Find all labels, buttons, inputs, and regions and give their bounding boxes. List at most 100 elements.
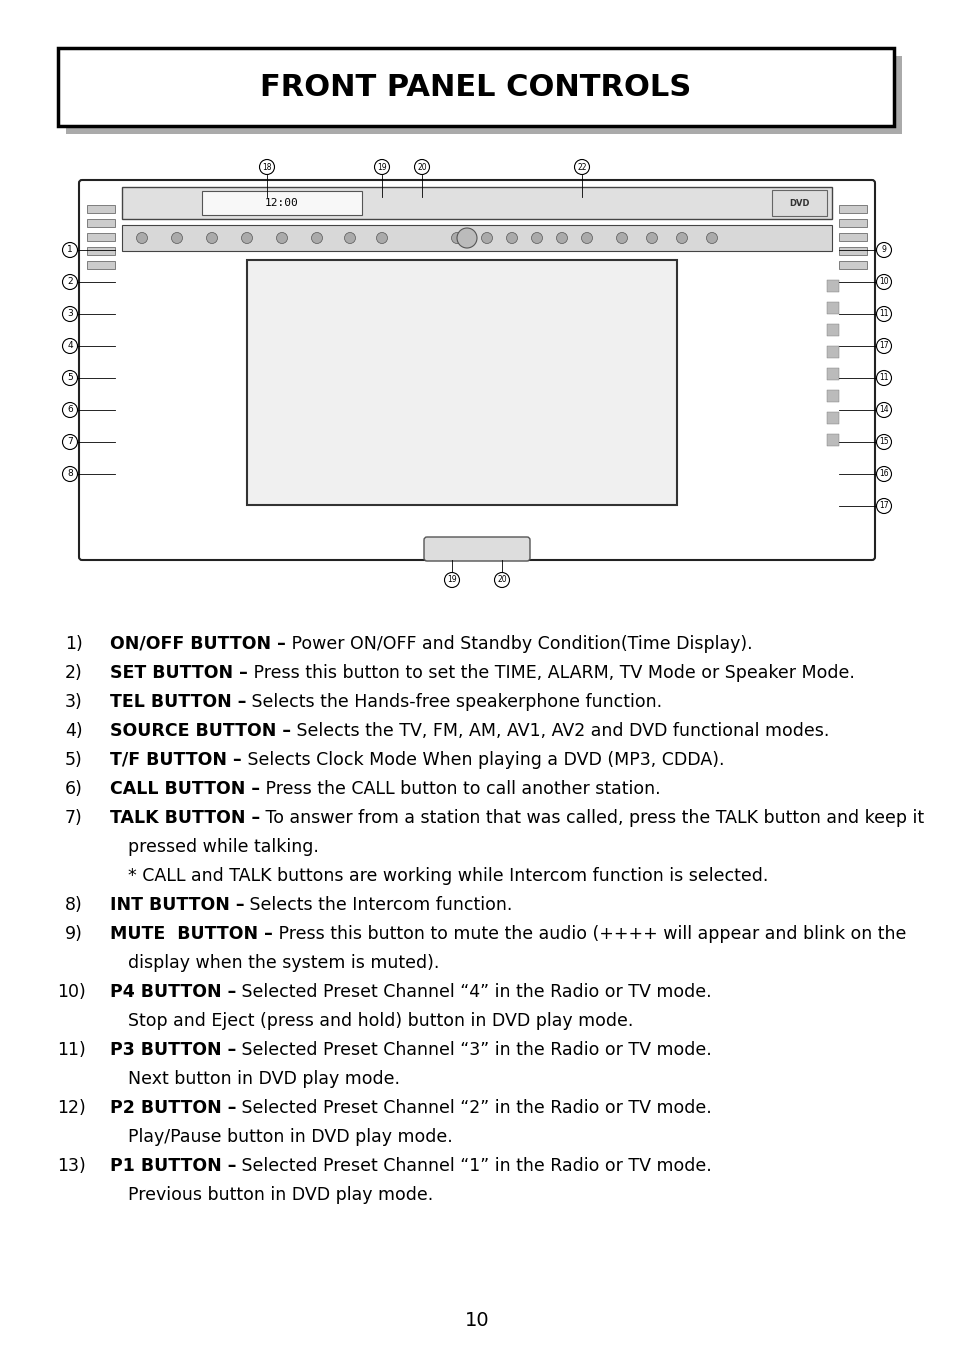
Bar: [826, 324, 838, 337]
Text: 17: 17: [879, 342, 888, 350]
Text: INT BUTTON –: INT BUTTON –: [110, 896, 244, 914]
Text: MUTE  BUTTON –: MUTE BUTTON –: [110, 925, 273, 942]
Text: 19: 19: [447, 576, 456, 584]
Text: Selected Preset Channel “4” in the Radio or TV mode.: Selected Preset Channel “4” in the Radio…: [236, 983, 711, 1000]
Text: 2): 2): [65, 664, 83, 681]
Bar: [58, 49, 893, 126]
Circle shape: [312, 233, 322, 243]
Circle shape: [706, 233, 717, 243]
Circle shape: [456, 228, 476, 247]
Circle shape: [876, 403, 890, 418]
Text: Stop and Eject (press and hold) button in DVD play mode.: Stop and Eject (press and hold) button i…: [128, 1013, 633, 1030]
Bar: [66, 55, 901, 134]
Text: 1: 1: [67, 246, 72, 254]
Circle shape: [574, 160, 589, 174]
Circle shape: [63, 466, 77, 481]
Circle shape: [451, 233, 462, 243]
Text: P3 BUTTON –: P3 BUTTON –: [110, 1041, 236, 1059]
Text: 1): 1): [65, 635, 83, 653]
Circle shape: [581, 233, 592, 243]
Text: Press the CALL button to call another station.: Press the CALL button to call another st…: [260, 780, 659, 798]
Text: SOURCE BUTTON –: SOURCE BUTTON –: [110, 722, 291, 740]
Text: FRONT PANEL CONTROLS: FRONT PANEL CONTROLS: [260, 73, 691, 101]
Bar: [838, 206, 866, 214]
Text: 17: 17: [879, 502, 888, 511]
Text: TALK BUTTON –: TALK BUTTON –: [110, 808, 260, 827]
Circle shape: [63, 274, 77, 289]
Bar: [826, 301, 838, 314]
Circle shape: [276, 233, 287, 243]
Text: pressed while talking.: pressed while talking.: [128, 838, 318, 856]
Text: 7): 7): [65, 808, 83, 827]
Bar: [87, 261, 115, 269]
Bar: [826, 412, 838, 425]
Text: Selects the TV, FM, AM, AV1, AV2 and DVD functional modes.: Selects the TV, FM, AM, AV1, AV2 and DVD…: [291, 722, 828, 740]
FancyBboxPatch shape: [423, 537, 530, 561]
Text: P1 BUTTON –: P1 BUTTON –: [110, 1157, 236, 1175]
Text: P4 BUTTON –: P4 BUTTON –: [110, 983, 236, 1000]
Bar: [247, 260, 677, 506]
Circle shape: [136, 233, 148, 243]
FancyBboxPatch shape: [79, 180, 874, 560]
Text: Selected Preset Channel “2” in the Radio or TV mode.: Selected Preset Channel “2” in the Radio…: [236, 1099, 711, 1117]
Circle shape: [63, 403, 77, 418]
Text: display when the system is muted).: display when the system is muted).: [128, 955, 439, 972]
Text: 10): 10): [57, 983, 86, 1000]
Text: 6: 6: [67, 406, 72, 415]
Circle shape: [481, 233, 492, 243]
Circle shape: [259, 160, 274, 174]
Bar: [87, 206, 115, 214]
Bar: [826, 280, 838, 292]
Bar: [771, 191, 826, 216]
Circle shape: [876, 466, 890, 481]
Text: SET BUTTON –: SET BUTTON –: [110, 664, 248, 681]
Text: 11: 11: [879, 310, 888, 319]
Text: 10: 10: [879, 277, 888, 287]
Circle shape: [63, 338, 77, 353]
Text: T/F BUTTON –: T/F BUTTON –: [110, 750, 241, 769]
Circle shape: [172, 233, 182, 243]
Text: 5): 5): [65, 750, 83, 769]
Circle shape: [616, 233, 627, 243]
Text: DVD: DVD: [789, 199, 809, 207]
Circle shape: [876, 434, 890, 449]
Text: 12:00: 12:00: [265, 197, 298, 208]
Circle shape: [241, 233, 253, 243]
Bar: [87, 219, 115, 227]
Circle shape: [63, 434, 77, 449]
Bar: [838, 247, 866, 256]
Circle shape: [876, 338, 890, 353]
Text: 20: 20: [416, 162, 426, 172]
Text: 8: 8: [67, 469, 72, 479]
Text: Next button in DVD play mode.: Next button in DVD play mode.: [128, 1069, 399, 1088]
Circle shape: [876, 242, 890, 257]
Text: 11): 11): [57, 1041, 86, 1059]
Bar: [826, 434, 838, 446]
Text: TEL BUTTON –: TEL BUTTON –: [110, 694, 246, 711]
Bar: [87, 247, 115, 256]
Text: 9): 9): [65, 925, 83, 942]
Text: 11: 11: [879, 373, 888, 383]
Text: Selects the Intercom function.: Selects the Intercom function.: [244, 896, 513, 914]
Bar: [122, 187, 831, 219]
Text: 19: 19: [376, 162, 386, 172]
Text: 4): 4): [65, 722, 83, 740]
Circle shape: [531, 233, 542, 243]
Text: 16: 16: [879, 469, 888, 479]
Text: 3): 3): [65, 694, 83, 711]
Circle shape: [506, 233, 517, 243]
Text: 9: 9: [881, 246, 885, 254]
Text: CALL BUTTON –: CALL BUTTON –: [110, 780, 260, 798]
Text: Play/Pause button in DVD play mode.: Play/Pause button in DVD play mode.: [128, 1128, 453, 1146]
Text: 5: 5: [67, 373, 72, 383]
Text: 20: 20: [497, 576, 506, 584]
Bar: [826, 389, 838, 402]
Circle shape: [414, 160, 429, 174]
Text: 6): 6): [65, 780, 83, 798]
Text: 10: 10: [464, 1310, 489, 1329]
Bar: [87, 233, 115, 241]
Bar: [826, 346, 838, 358]
Text: 3: 3: [67, 310, 72, 319]
Text: 13): 13): [57, 1157, 86, 1175]
Circle shape: [63, 370, 77, 385]
